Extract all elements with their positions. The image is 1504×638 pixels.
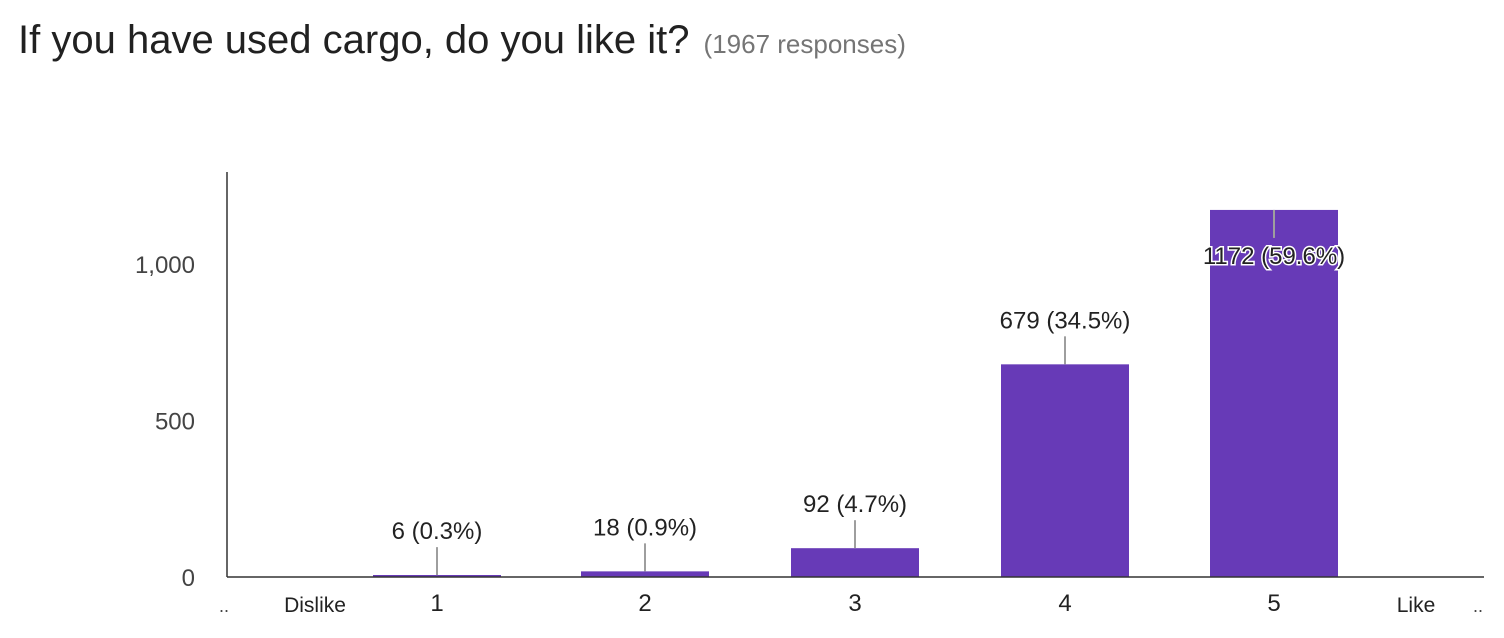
label-leaders bbox=[436, 209, 1275, 576]
x-axis-categories: 1 2 3 4 5 bbox=[430, 590, 1280, 617]
data-label-5: 1172 (59.6%) bbox=[1203, 243, 1345, 270]
bar-2 bbox=[581, 571, 709, 577]
chart-title: If you have used cargo, do you like it? bbox=[18, 18, 690, 62]
y-tick-label: 1,000 bbox=[135, 252, 195, 279]
bars bbox=[373, 209, 1338, 577]
data-label-2: 18 (0.9%) bbox=[593, 514, 697, 541]
x-tick-label: 2 bbox=[638, 590, 651, 617]
bar-4 bbox=[1001, 364, 1129, 577]
data-label-1: 6 (0.3%) bbox=[392, 518, 483, 545]
bar-3 bbox=[791, 548, 919, 577]
x-tick-label: 1 bbox=[430, 590, 443, 617]
bar-5 bbox=[1210, 209, 1338, 577]
chart-header: If you have used cargo, do you like it? (… bbox=[18, 18, 1488, 78]
y-axis-ticks: 0 500 1,000 bbox=[135, 252, 195, 592]
x-tick-label: 5 bbox=[1267, 590, 1280, 617]
response-count: (1967 responses) bbox=[703, 29, 906, 59]
data-label-4: 679 (34.5%) bbox=[1000, 307, 1131, 334]
data-labels: 6 (0.3%) 18 (0.9%) 92 (4.7%) 679 (34.5%) 117… bbox=[392, 241, 1347, 545]
x-end-label-high: Like bbox=[1397, 594, 1436, 617]
x-axis-edge-marker-left: .. bbox=[219, 596, 229, 616]
y-tick-label: 0 bbox=[182, 565, 195, 592]
x-tick-label: 4 bbox=[1058, 590, 1071, 617]
x-tick-label: 3 bbox=[848, 590, 861, 617]
data-label-3: 92 (4.7%) bbox=[803, 491, 907, 518]
x-end-label-low: Dislike bbox=[284, 594, 346, 617]
x-axis-edge-marker-right: .. bbox=[1473, 596, 1483, 616]
y-tick-label: 500 bbox=[155, 408, 195, 435]
bar-1 bbox=[373, 575, 501, 577]
